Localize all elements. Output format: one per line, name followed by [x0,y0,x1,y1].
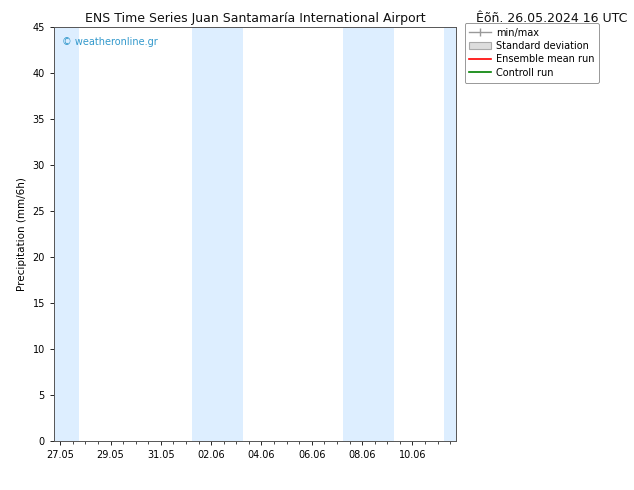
Bar [192,27,243,441]
Text: © weatheronline.gr: © weatheronline.gr [62,37,158,48]
Text: Êõñ. 26.05.2024 16 UTC: Êõñ. 26.05.2024 16 UTC [476,12,628,25]
Bar [444,27,456,441]
Legend: min/max, Standard deviation, Ensemble mean run, Controll run: min/max, Standard deviation, Ensemble me… [465,23,599,83]
Y-axis label: Precipitation (mm/6h): Precipitation (mm/6h) [17,177,27,291]
Text: ENS Time Series Juan Santamaría International Airport: ENS Time Series Juan Santamaría Internat… [85,12,425,25]
Bar [343,27,394,441]
Bar [54,27,79,441]
